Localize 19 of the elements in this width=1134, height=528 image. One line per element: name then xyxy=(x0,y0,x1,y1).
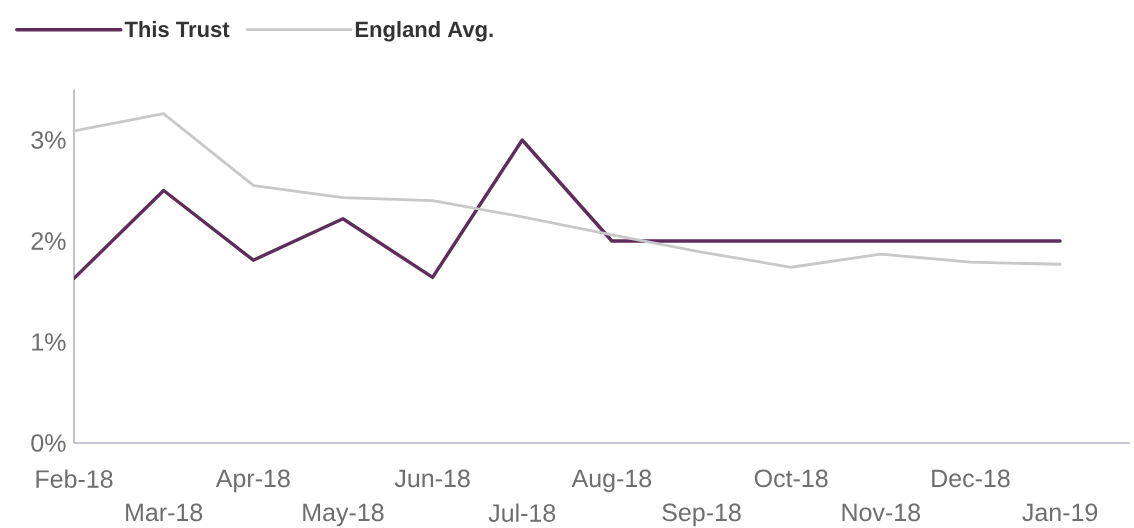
y-tick-label: 0% xyxy=(31,434,66,452)
y-tick-label: 1% xyxy=(32,333,66,351)
x-tick-label: Oct-18 xyxy=(754,469,828,488)
line-series xyxy=(74,112,1062,269)
x-tick-label: Nov-18 xyxy=(842,503,920,522)
x-tick-label: Aug-18 xyxy=(571,469,652,493)
x-tick-label: Jan-19 xyxy=(1022,503,1098,522)
x-tick-label: Dec-18 xyxy=(932,469,1010,488)
x-tick-label: Jul-18 xyxy=(488,503,556,522)
x-tick-label: May-18 xyxy=(303,503,384,527)
x-tick-label: Mar-18 xyxy=(126,503,203,522)
legend-label: This Trust xyxy=(124,20,230,38)
x-tick-label: Sep-18 xyxy=(662,503,741,527)
x-tick-label: Feb-18 xyxy=(36,469,113,488)
x-tick-label: Jun-18 xyxy=(394,469,470,488)
x-tick-label: Apr-18 xyxy=(215,469,290,493)
legend-label: England Avg. xyxy=(355,20,493,42)
y-tick-label: 3% xyxy=(31,131,66,149)
y-tick-label: 2% xyxy=(31,232,66,250)
